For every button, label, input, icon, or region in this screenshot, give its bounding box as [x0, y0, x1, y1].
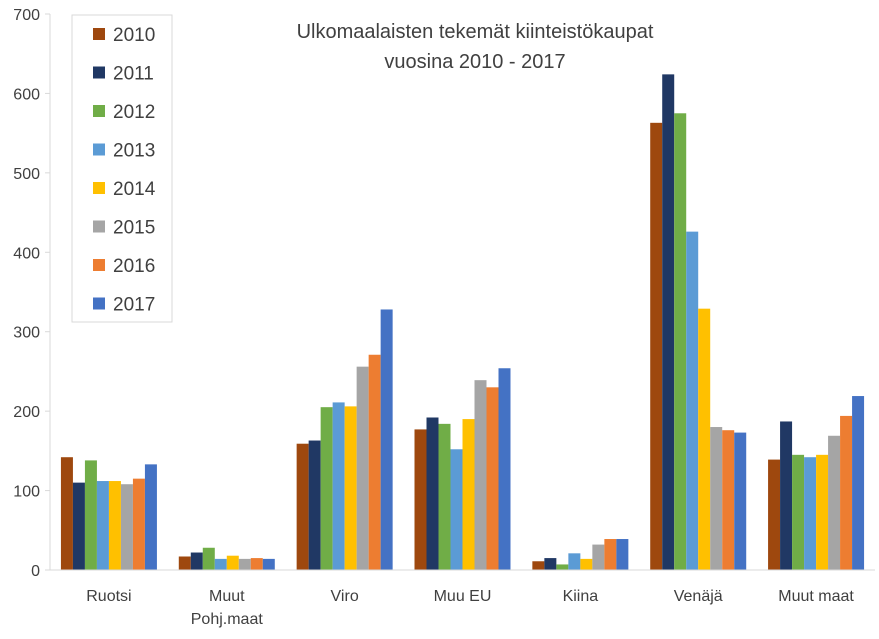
legend-swatch — [93, 259, 105, 271]
bar-2012-1 — [202, 547, 215, 570]
bar-2010-1 — [178, 556, 191, 570]
bar-2017-0 — [144, 464, 157, 570]
bar-2017-5 — [734, 432, 747, 570]
bar-2016-6 — [840, 415, 853, 570]
bar-2014-3 — [462, 419, 475, 570]
x-tick-label: Muut maat — [778, 588, 854, 605]
bar-2012-6 — [792, 454, 805, 570]
bar-2014-2 — [344, 406, 357, 570]
x-tick-label: Ruotsi — [86, 588, 131, 605]
bar-2014-0 — [108, 481, 121, 570]
legend-swatch — [93, 28, 105, 40]
legend-swatch — [93, 220, 105, 233]
bar-2015-2 — [356, 366, 369, 570]
x-tick-label: Kiina — [563, 588, 599, 605]
bar-2016-2 — [368, 354, 381, 570]
bar-2017-3 — [498, 368, 511, 570]
bar-2012-2 — [320, 407, 333, 570]
legend-swatch — [93, 66, 105, 79]
bar-2012-0 — [84, 460, 97, 570]
bar-2013-5 — [686, 231, 699, 571]
bar-2014-6 — [816, 454, 829, 570]
bar-2015-3 — [474, 380, 487, 570]
legend-label: 2015 — [113, 218, 155, 239]
legend-swatch — [93, 105, 105, 117]
bars — [60, 74, 865, 571]
bar-2011-1 — [190, 552, 203, 570]
bar-2013-4 — [568, 553, 581, 570]
legend-label: 2012 — [113, 102, 155, 123]
bar-2017-6 — [852, 396, 865, 570]
legend-label: 2011 — [113, 64, 154, 85]
bar-2011-6 — [780, 421, 793, 570]
legend-swatch — [93, 297, 105, 310]
bar-2016-5 — [722, 430, 735, 570]
bar-2015-4 — [592, 544, 605, 570]
x-tick-label: Muu EU — [434, 588, 492, 605]
y-axis: 0 100 200 300 400 500 600 700 — [13, 7, 51, 580]
y-tick-label: 500 — [13, 166, 40, 183]
bar-2014-5 — [698, 308, 711, 570]
y-tick-label: 700 — [13, 7, 40, 24]
bar-2013-3 — [450, 449, 463, 570]
chart-title: Ulkomaalaisten tekemät kiinteistökaupat v… — [297, 21, 654, 73]
bar-2013-1 — [214, 558, 227, 570]
legend-box — [71, 14, 173, 323]
bar-2011-0 — [72, 482, 85, 570]
bar-2017-1 — [262, 558, 275, 570]
legend-label: 2010 — [113, 25, 155, 46]
bar-2016-0 — [132, 478, 145, 570]
bar-2011-5 — [662, 74, 675, 570]
bar-2016-1 — [250, 558, 263, 570]
y-tick-label: 600 — [13, 86, 40, 103]
bar-2010-0 — [60, 457, 73, 570]
bar-2011-3 — [426, 417, 439, 570]
bar-2016-3 — [486, 387, 499, 570]
bar-2014-1 — [226, 555, 239, 570]
bar-2010-5 — [650, 122, 663, 571]
y-tick-label: 200 — [13, 404, 40, 421]
legend-swatch — [93, 182, 105, 194]
x-tick-label: Muut — [209, 588, 245, 605]
bar-2012-3 — [438, 423, 451, 570]
legend-label: 2017 — [113, 295, 155, 316]
bar-2016-4 — [604, 539, 617, 570]
bar-2010-6 — [768, 459, 781, 570]
bar-2015-6 — [828, 435, 841, 570]
x-tick-label: Venäjä — [674, 588, 723, 605]
bar-2013-2 — [332, 402, 345, 570]
legend-swatch — [93, 143, 105, 156]
bar-2015-5 — [710, 427, 723, 570]
bar-2010-3 — [414, 429, 427, 570]
bar-2011-2 — [308, 440, 321, 570]
bar-2010-4 — [532, 561, 545, 570]
x-tick-label: Viro — [331, 588, 359, 605]
legend: 2010 2011 2012 2013 2014 2015 2016 2017 — [71, 14, 173, 323]
legend-label: 2013 — [113, 141, 155, 162]
bar-2012-5 — [674, 113, 687, 571]
bar-2013-6 — [804, 457, 817, 570]
y-tick-label: 400 — [13, 245, 40, 262]
chart-title-line: Ulkomaalaisten tekemät kiinteistökaupat — [297, 21, 654, 43]
y-tick-label: 0 — [31, 563, 40, 580]
bar-2017-2 — [380, 309, 393, 570]
y-tick-label: 300 — [13, 325, 40, 342]
bar-2015-0 — [120, 484, 133, 570]
chart-title-line: vuosina 2010 - 2017 — [384, 51, 565, 73]
bar-2011-4 — [544, 558, 557, 570]
bar-2015-1 — [238, 558, 251, 570]
x-tick-label: Pohj.maat — [191, 611, 264, 628]
y-tick-label: 100 — [13, 484, 40, 501]
legend-label: 2014 — [113, 179, 156, 200]
bar-2017-4 — [616, 539, 629, 570]
bar-2014-4 — [580, 558, 593, 570]
bar-2013-0 — [96, 481, 109, 570]
legend-label: 2016 — [113, 256, 155, 277]
x-axis: Ruotsi Muut Pohj.maat Viro Muu EU Kiina Venäjä… — [50, 569, 875, 628]
bar-2012-4 — [556, 564, 569, 570]
bar-2010-2 — [296, 443, 309, 570]
